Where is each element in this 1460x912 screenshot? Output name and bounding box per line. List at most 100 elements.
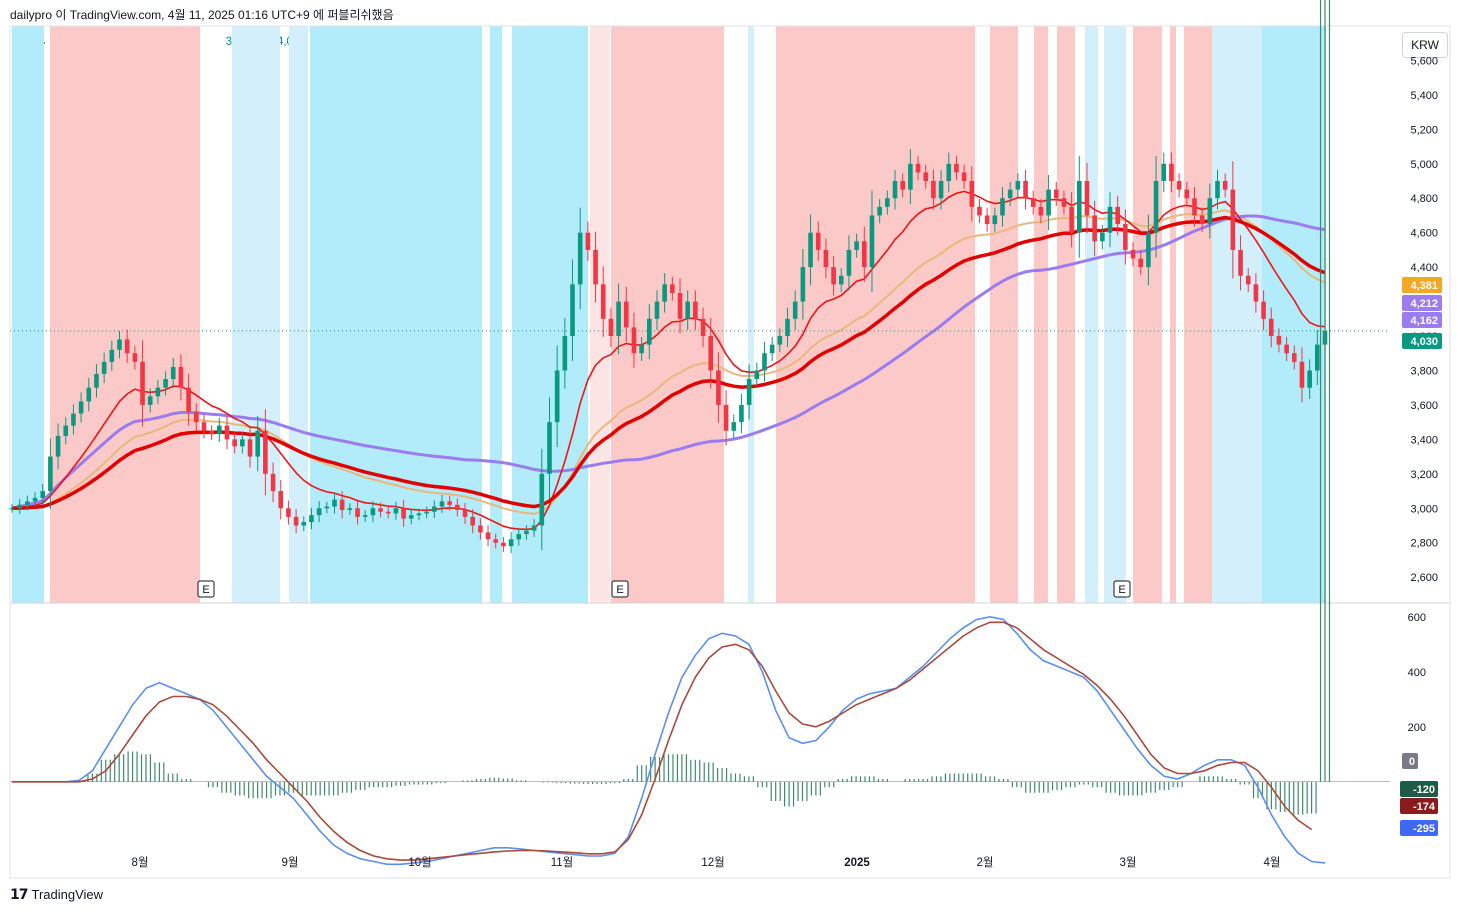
- macd-value-text: 0: [1409, 756, 1415, 768]
- close-label: 종: [260, 37, 271, 49]
- earnings-marker-label: E: [1118, 584, 1125, 596]
- regime-band: [50, 26, 200, 603]
- ma-slow-line: [11, 215, 1326, 511]
- earnings-marker-label: E: [202, 584, 209, 596]
- candle-body: [286, 508, 291, 517]
- candle-body: [393, 508, 399, 514]
- regime-band: [512, 26, 588, 603]
- candle-body: [232, 439, 237, 447]
- price-label-badge: [1402, 277, 1442, 293]
- candle-body: [539, 473, 545, 526]
- candle-body: [1284, 344, 1289, 354]
- regime-band: [776, 26, 975, 603]
- candle-body: [339, 499, 345, 510]
- candle-body: [823, 249, 829, 268]
- candle-body: [1291, 353, 1297, 362]
- macd-value-text: -174: [1413, 801, 1436, 813]
- candle-body: [470, 516, 476, 526]
- price-label-badge: [1402, 333, 1442, 349]
- candle-body: [1000, 198, 1005, 216]
- candle-body: [1092, 215, 1097, 242]
- candle-body: [1107, 206, 1113, 233]
- price-axis-tick: 2,600: [1410, 572, 1438, 584]
- regime-band: [1170, 26, 1176, 603]
- open-value: 4,015: [122, 36, 152, 48]
- macd-axis-tick: 400: [1408, 667, 1426, 679]
- price-axis-tick: 5,400: [1410, 90, 1438, 102]
- candle-body: [378, 508, 383, 512]
- candle-body: [1015, 181, 1021, 190]
- candle-body: [147, 396, 153, 405]
- candle-body: [877, 206, 882, 216]
- ma-fast-line: [11, 190, 1326, 531]
- candle-body: [1245, 275, 1251, 285]
- candle-body: [531, 525, 537, 531]
- candle-body: [424, 511, 429, 514]
- candle-body: [524, 530, 529, 535]
- candle-body: [654, 301, 660, 319]
- close-value: 4,030: [276, 36, 306, 48]
- candle-body: [117, 339, 122, 350]
- time-axis-tick: 10월: [408, 856, 431, 869]
- candle-body: [9, 508, 15, 510]
- candle-body: [869, 215, 875, 268]
- tradingview-footer: 𝟭𝟳 TradingView: [10, 886, 103, 903]
- regime-band: [1262, 26, 1326, 603]
- symbol-label[interactable]: 일승 · 1날 · KRX: [18, 37, 101, 49]
- candle-body: [662, 284, 667, 302]
- candle-body: [923, 172, 929, 182]
- candle-body: [900, 181, 905, 190]
- candle-body: [355, 508, 360, 517]
- price-label-text: 4,162: [1410, 315, 1438, 327]
- price-label-badge: [1402, 295, 1442, 311]
- candle-body: [362, 515, 368, 517]
- price-axis-tick: 5,200: [1410, 124, 1438, 136]
- candle-body: [1123, 224, 1128, 250]
- candle-body: [731, 422, 737, 431]
- macd-value-badge: [1400, 798, 1438, 814]
- candle-body: [938, 181, 944, 199]
- candle-body: [1299, 361, 1305, 388]
- price-label-text: 4,030: [1410, 336, 1438, 348]
- ohlc-legend: 일승 · 1날 · KRX 시 4,015 고 4,120 저 3,915 종 4,03…: [18, 34, 388, 50]
- candle-body: [861, 241, 867, 268]
- price-axis-tick: 3,600: [1410, 400, 1438, 412]
- regime-band: [1104, 26, 1126, 603]
- candle-body: [40, 491, 46, 498]
- candle-body: [1138, 258, 1144, 268]
- candle-body: [1315, 344, 1320, 371]
- candle-body: [1046, 189, 1051, 216]
- candle-body: [547, 422, 552, 474]
- price-axis-tick: 4,400: [1410, 262, 1438, 274]
- tradingview-logo-icon: 𝟭𝟳: [10, 886, 29, 902]
- candle-body: [209, 430, 214, 435]
- ma-tan-line: [11, 209, 1326, 515]
- time-axis-tick: 3월: [1120, 856, 1137, 869]
- candle-body: [946, 163, 952, 182]
- candle-body: [155, 387, 161, 397]
- candle-body: [1153, 181, 1159, 233]
- candle-body: [270, 473, 276, 492]
- candle-body: [170, 367, 176, 380]
- currency-button[interactable]: KRW: [1402, 32, 1448, 58]
- candle-body: [63, 425, 69, 436]
- candle-body: [455, 504, 460, 510]
- candle-body: [754, 370, 760, 380]
- earnings-marker-icon: [611, 580, 629, 598]
- candle-body: [25, 501, 30, 505]
- candle-body: [1268, 318, 1274, 337]
- candle-body: [892, 181, 898, 199]
- candle-body: [1084, 181, 1090, 216]
- regime-band: [289, 26, 308, 603]
- earnings-marker-label: E: [616, 584, 623, 596]
- candle-body: [347, 508, 353, 510]
- candle-body: [332, 499, 337, 507]
- candle-body: [478, 525, 483, 533]
- regime-band: [12, 26, 44, 603]
- candle-body: [685, 301, 690, 319]
- candle-body: [124, 339, 130, 354]
- candle-body: [278, 491, 284, 509]
- regime-band: [490, 26, 502, 603]
- candle-body: [1322, 330, 1328, 345]
